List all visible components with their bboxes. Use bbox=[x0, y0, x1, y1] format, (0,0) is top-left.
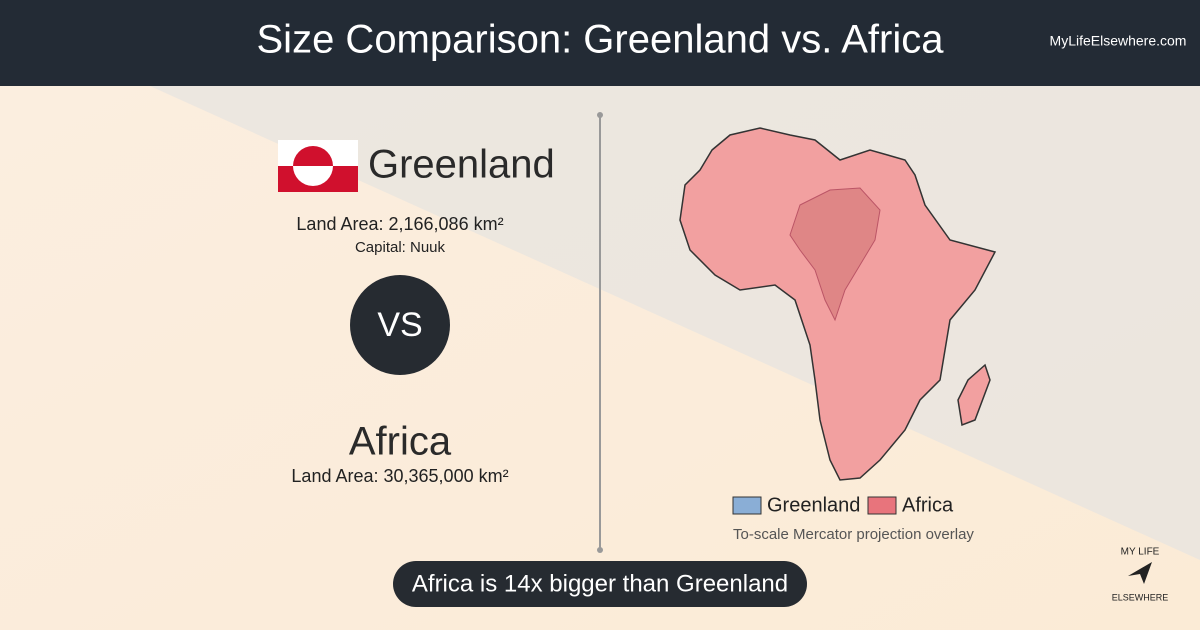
greenland-flag bbox=[278, 140, 358, 192]
greenland-shape bbox=[789, 187, 881, 322]
country1-name: Greenland bbox=[368, 143, 555, 187]
logo-top: MY LIFE bbox=[1121, 547, 1160, 558]
banner bbox=[393, 561, 807, 607]
country2-area: Land Area: 30,365,000 km² bbox=[291, 466, 508, 486]
legend-swatch bbox=[867, 496, 897, 515]
header bbox=[0, 0, 1200, 86]
divider-end bbox=[597, 547, 603, 553]
logo-bottom: ELSEWHERE bbox=[1112, 592, 1169, 602]
legend-label: Africa bbox=[902, 494, 954, 516]
diagonal-band bbox=[150, 86, 1200, 560]
logo: MY LIFE ELSEWHERE bbox=[1112, 547, 1169, 603]
vs-circle bbox=[350, 275, 450, 375]
legend-swatch bbox=[732, 496, 762, 515]
legend-label: Greenland bbox=[767, 494, 860, 516]
divider-end bbox=[597, 112, 603, 118]
country2-name: Africa bbox=[349, 420, 452, 464]
banner-text: Africa is 14x bigger than Greenland bbox=[412, 570, 788, 597]
madagascar-shape bbox=[957, 363, 991, 427]
country1-area: Land Area: 2,166,086 km² bbox=[296, 214, 503, 234]
country1-capital: Capital: Nuuk bbox=[355, 239, 446, 256]
logo-plane bbox=[1128, 562, 1152, 584]
map-note: To-scale Mercator projection overlay bbox=[733, 526, 974, 543]
title: Size Comparison: Greenland vs. Africa bbox=[257, 18, 945, 62]
site: MyLifeElsewhere.com bbox=[1050, 33, 1187, 49]
vs: VS bbox=[377, 306, 422, 344]
